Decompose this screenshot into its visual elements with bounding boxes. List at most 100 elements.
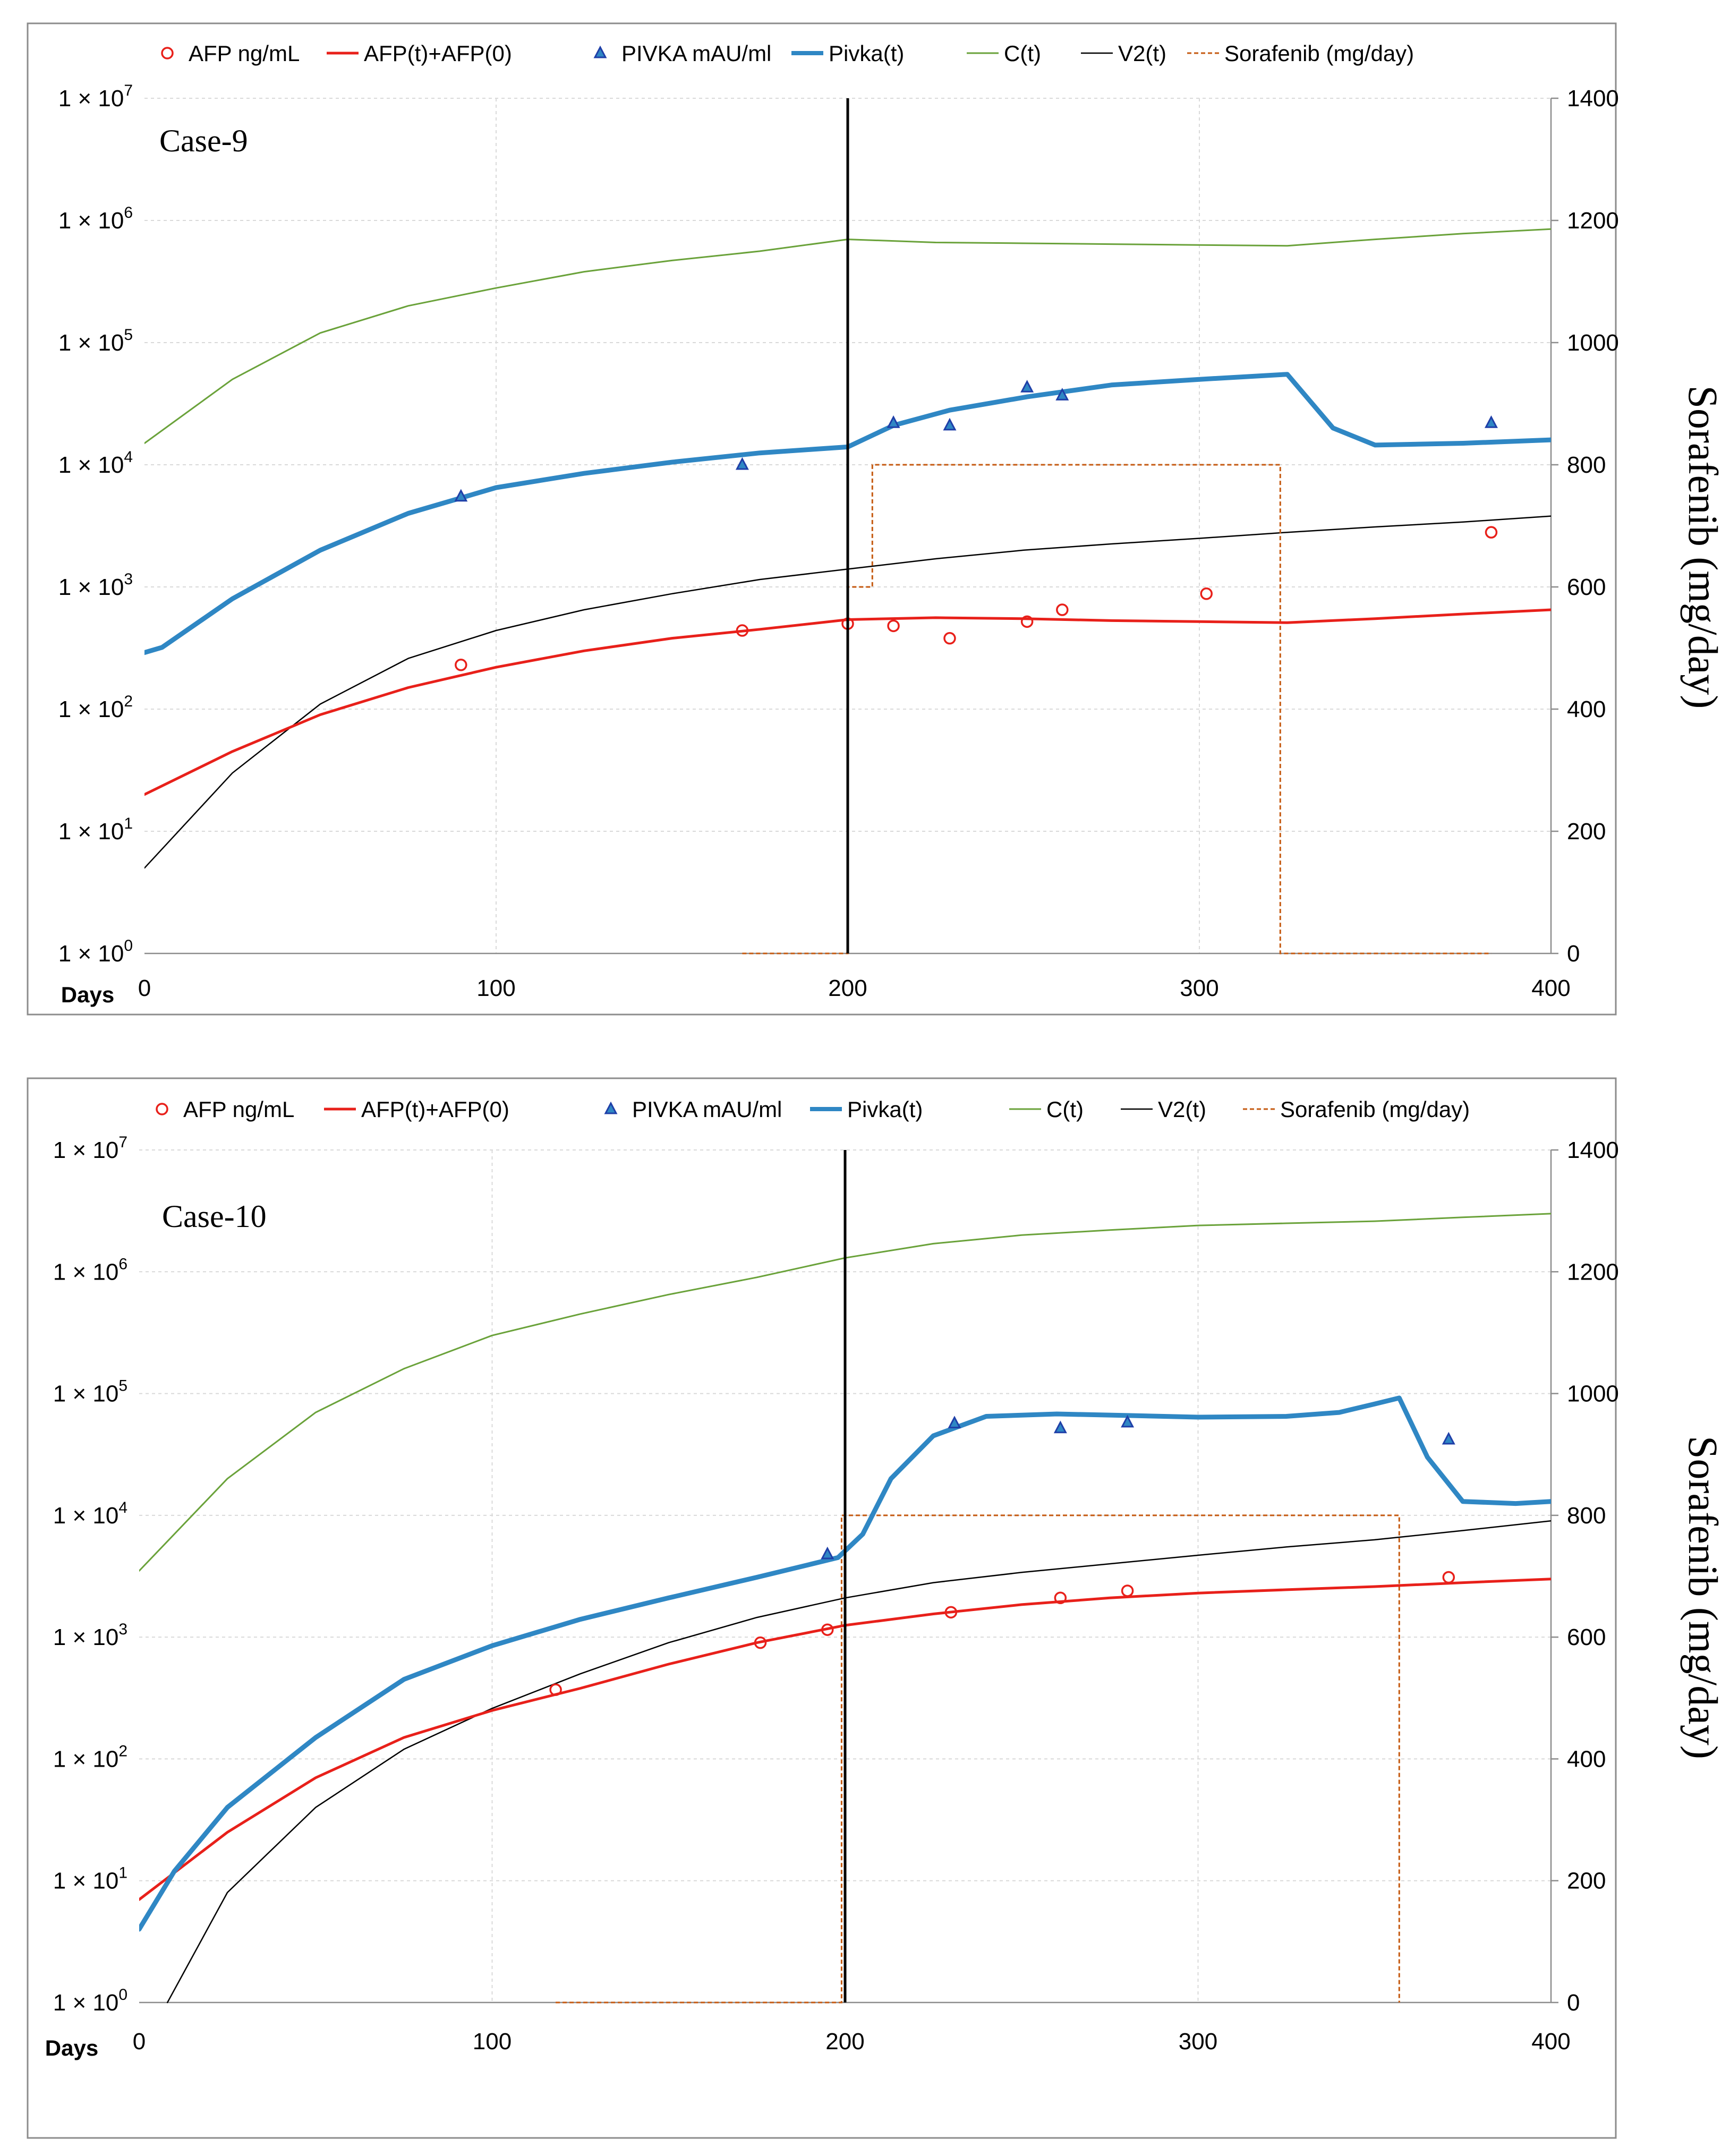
data-point-afp	[887, 619, 900, 633]
legend-label: AFP(t)+AFP(0)	[364, 41, 512, 66]
x-tick-label: 400	[1531, 975, 1570, 1001]
x-tick-label: 100	[476, 975, 515, 1001]
chart-frame	[27, 1077, 1617, 2139]
x-tick-label: 300	[1180, 975, 1218, 1001]
data-point-afp	[821, 1623, 834, 1636]
y-tick-label: 1 × 105	[53, 1377, 127, 1407]
legend-key-afp	[161, 47, 174, 59]
y2-tick-label: 1000	[1567, 1381, 1619, 1407]
y2-tick-label: 0	[1567, 941, 1580, 967]
x-tick-label: 200	[825, 2029, 864, 2055]
x-tick-label: 0	[138, 975, 151, 1001]
data-point-pivka	[948, 1416, 961, 1429]
y-tick-label: 1 × 104	[58, 448, 133, 478]
y2-tick-label: 1200	[1567, 1259, 1619, 1285]
y2-axis-title: Sorafenib (mg/day)	[1680, 1436, 1726, 1759]
legend-label: PIVKA mAU/ml	[632, 1097, 782, 1122]
legend-label: V2(t)	[1158, 1097, 1206, 1122]
data-point-afp	[1121, 1584, 1134, 1597]
chart-panel-case-10: 1 × 100 1 × 101 1 × 102 1 × 103 1 × 104 1 × 1…	[27, 1077, 1726, 2139]
x-axis-title: Days	[45, 2035, 98, 2060]
y-tick-label: 1 × 102	[58, 693, 133, 722]
data-point-pivka	[1121, 1414, 1135, 1428]
y2-tick-label: 1200	[1567, 208, 1619, 234]
data-point-pivka	[1442, 1431, 1455, 1445]
legend-key-pivka	[593, 45, 607, 58]
series-line-pivka-t	[144, 372, 1551, 655]
legend-key-pivka	[604, 1101, 618, 1114]
y-tick-label: 1 × 106	[53, 1255, 127, 1285]
legend-label: AFP(t)+AFP(0)	[361, 1097, 509, 1122]
legend-label: AFP ng/mL	[183, 1097, 294, 1122]
y-tick-label: 1 × 104	[53, 1499, 127, 1529]
y2-tick-label: 1400	[1567, 1137, 1619, 1163]
data-point-afp	[455, 659, 467, 671]
data-point-afp	[944, 1606, 958, 1619]
legend-label: Pivka(t)	[847, 1097, 923, 1122]
y2-tick-label: 1000	[1567, 330, 1619, 356]
y-tick-label: 1 × 103	[53, 1621, 127, 1650]
series-line-sorafenib	[556, 1514, 1400, 2004]
y2-tick-label: 0	[1567, 1990, 1580, 2016]
x-tick-label: 300	[1179, 2029, 1217, 2055]
chart-title: Case-9	[159, 123, 248, 158]
y2-tick-label: 400	[1567, 1746, 1606, 1772]
y2-tick-label: 400	[1567, 696, 1606, 722]
y-tick-label: 1 × 102	[53, 1742, 127, 1772]
y2-tick-label: 1400	[1567, 86, 1619, 112]
data-point-afp	[1200, 587, 1213, 600]
legend-key-afp	[156, 1103, 168, 1115]
legend-label: V2(t)	[1118, 41, 1166, 66]
chart-panel-case-9: 1 × 100 1 × 101 1 × 102 1 × 103 1 × 104 1 × 1…	[27, 22, 1726, 1016]
legend-label: C(t)	[1004, 41, 1041, 66]
data-point-pivka	[821, 1546, 834, 1560]
y2-tick-label: 200	[1567, 819, 1606, 845]
data-point-afp	[549, 1683, 562, 1696]
legend-label: Pivka(t)	[829, 41, 904, 66]
legend-label: Sorafenib (mg/day)	[1280, 1097, 1470, 1122]
y-tick-label: 1 × 101	[53, 1864, 127, 1894]
y-tick-label: 1 × 107	[58, 82, 133, 112]
data-point-pivka	[1053, 1420, 1067, 1434]
x-tick-label: 200	[828, 975, 867, 1001]
y-tick-label: 1 × 100	[53, 1986, 127, 2016]
legend-label: PIVKA mAU/ml	[621, 41, 771, 66]
y2-tick-label: 800	[1567, 452, 1606, 478]
y-tick-label: 1 × 101	[58, 815, 133, 845]
series-line-pivka-t	[139, 1395, 1551, 1932]
y2-tick-label: 800	[1567, 1503, 1606, 1529]
data-point-pivka	[1484, 415, 1498, 428]
y2-tick-label: 600	[1567, 1624, 1606, 1650]
x-tick-label: 0	[133, 2029, 146, 2055]
data-point-pivka	[1020, 380, 1034, 393]
y-tick-label: 1 × 106	[58, 204, 133, 234]
y-tick-label: 1 × 100	[58, 937, 133, 967]
x-tick-label: 400	[1531, 2029, 1570, 2055]
y2-tick-label: 600	[1567, 574, 1606, 600]
legend-label: Sorafenib (mg/day)	[1224, 41, 1414, 66]
data-point-afp	[1442, 1571, 1455, 1584]
data-point-pivka	[1055, 388, 1069, 400]
data-point-afp	[754, 1636, 767, 1649]
data-point-afp	[736, 624, 749, 637]
x-axis-title: Days	[61, 982, 114, 1007]
y2-axis-title: Sorafenib (mg/day)	[1680, 386, 1726, 709]
data-point-afp	[943, 632, 956, 645]
data-point-afp	[1054, 1591, 1067, 1605]
y-tick-label: 1 × 107	[53, 1134, 127, 1163]
data-point-pivka	[735, 457, 749, 470]
data-point-pivka	[454, 489, 468, 502]
data-point-afp	[1056, 603, 1069, 616]
legend-label: C(t)	[1046, 1097, 1084, 1122]
x-tick-label: 100	[473, 2029, 512, 2055]
data-point-pivka	[943, 417, 957, 431]
chart-frame	[27, 22, 1617, 1016]
y-tick-label: 1 × 105	[58, 326, 133, 356]
data-point-pivka	[887, 415, 900, 428]
legend-label: AFP ng/mL	[189, 41, 300, 66]
y2-tick-label: 200	[1567, 1868, 1606, 1894]
chart-title: Case-10	[162, 1199, 267, 1234]
data-point-afp	[1020, 615, 1034, 628]
data-point-afp	[1485, 526, 1498, 539]
